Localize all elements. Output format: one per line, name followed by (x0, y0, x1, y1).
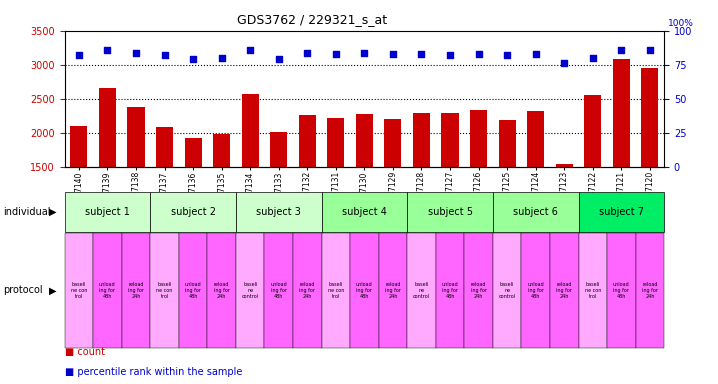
Point (159, 52, 170, 58)
Point (330, 51, 342, 57)
Text: baseli
ne con
trol: baseli ne con trol (70, 282, 87, 299)
Bar (327, 118, 345, 269)
Point (216, 55, 228, 61)
Text: subject 4: subject 4 (342, 207, 387, 217)
Text: reload
ing for
24h: reload ing for 24h (128, 282, 144, 299)
Text: baseli
ne
control: baseli ne control (242, 282, 258, 299)
Bar (584, 95, 602, 269)
Text: reload
ing for
24h: reload ing for 24h (556, 282, 572, 299)
Point (102, 47, 113, 53)
Text: baseli
ne con
trol: baseli ne con trol (584, 282, 601, 299)
Text: unload
ing for
48h: unload ing for 48h (527, 282, 544, 299)
Point (559, 60, 570, 66)
Bar (498, 120, 516, 269)
Text: individual: individual (4, 207, 51, 217)
Point (416, 51, 427, 57)
Point (273, 56, 284, 63)
Bar (527, 111, 544, 269)
Bar (442, 113, 459, 269)
Point (587, 55, 599, 61)
Text: subject 7: subject 7 (599, 207, 644, 217)
Text: subject 5: subject 5 (427, 207, 472, 217)
Bar (156, 127, 173, 269)
Text: unload
ing for
48h: unload ing for 48h (271, 282, 287, 299)
Bar (641, 68, 658, 269)
Text: reload
ing for
24h: reload ing for 24h (299, 282, 315, 299)
Bar (270, 132, 287, 269)
Text: unload
ing for
48h: unload ing for 48h (99, 282, 116, 299)
Point (644, 47, 656, 53)
Text: ▶: ▶ (49, 207, 56, 217)
Text: reload
ing for
24h: reload ing for 24h (470, 282, 487, 299)
Text: subject 1: subject 1 (85, 207, 130, 217)
Text: subject 3: subject 3 (256, 207, 301, 217)
Point (444, 52, 456, 58)
Text: baseli
ne
control: baseli ne control (413, 282, 430, 299)
Bar (470, 110, 487, 269)
Text: ■ percentile rank within the sample: ■ percentile rank within the sample (65, 367, 242, 377)
Bar (213, 134, 230, 269)
Point (387, 51, 398, 57)
Point (615, 47, 627, 53)
Point (473, 51, 485, 57)
Bar (413, 113, 430, 269)
Text: protocol: protocol (4, 285, 43, 295)
Point (501, 52, 513, 58)
Point (530, 51, 541, 57)
Text: baseli
ne
control: baseli ne control (498, 282, 516, 299)
Bar (299, 114, 316, 269)
Point (244, 47, 256, 53)
Text: 100%: 100% (668, 19, 694, 28)
Bar (70, 126, 88, 269)
Text: ▶: ▶ (49, 285, 56, 295)
Point (358, 50, 370, 56)
Text: subject 6: subject 6 (513, 207, 558, 217)
Bar (127, 107, 144, 269)
Text: unload
ing for
48h: unload ing for 48h (613, 282, 630, 299)
Text: baseli
ne con
trol: baseli ne con trol (157, 282, 173, 299)
Point (73, 52, 85, 58)
Bar (99, 88, 116, 269)
Point (187, 56, 199, 63)
Bar (242, 94, 258, 269)
Text: reload
ing for
24h: reload ing for 24h (385, 282, 401, 299)
Bar (556, 164, 573, 269)
Text: ■ count: ■ count (65, 347, 105, 357)
Text: GDS3762 / 229321_s_at: GDS3762 / 229321_s_at (237, 13, 387, 26)
Text: baseli
ne con
trol: baseli ne con trol (327, 282, 344, 299)
Bar (612, 59, 630, 269)
Text: reload
ing for
24h: reload ing for 24h (214, 282, 230, 299)
Text: unload
ing for
48h: unload ing for 48h (356, 282, 373, 299)
Point (130, 50, 141, 56)
Bar (185, 138, 202, 269)
Text: subject 2: subject 2 (171, 207, 215, 217)
Bar (384, 119, 401, 269)
Text: reload
ing for
24h: reload ing for 24h (642, 282, 658, 299)
Text: unload
ing for
48h: unload ing for 48h (185, 282, 202, 299)
Text: unload
ing for
48h: unload ing for 48h (442, 282, 458, 299)
Point (302, 50, 313, 56)
Bar (356, 114, 373, 269)
